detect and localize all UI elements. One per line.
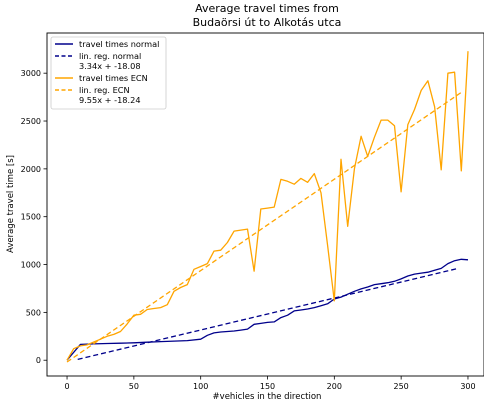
ecn-travel-times-line: [66, 51, 469, 361]
legend-label: 3.34x + -18.08: [79, 61, 141, 71]
series-layer: [66, 51, 469, 363]
legend: travel times normal lin. reg. normal3.34x…: [50, 36, 167, 110]
y-tick-label: 1500: [21, 213, 41, 222]
x-tick-label: 300: [460, 382, 475, 391]
y-axis-ticks: 0 500 1000 1500 2000 2500 3000: [21, 69, 47, 365]
legend-label: travel times ECN: [79, 73, 148, 83]
x-tick-label: 50: [129, 382, 139, 391]
legend-frame: [50, 36, 167, 110]
legend-travel-times-ecn: travel times ECN: [55, 73, 148, 83]
legend-label: lin. reg. ECN: [79, 85, 130, 95]
normal-travel-times-line: [66, 258, 469, 361]
y-tick-label: 2000: [21, 165, 41, 174]
y-tick-label: 3000: [21, 69, 41, 78]
x-tick-label: 200: [327, 382, 342, 391]
legend-label: 9.55x + -18.24: [79, 95, 141, 105]
y-tick-label: 1000: [21, 261, 41, 270]
normal-regression-line: [77, 267, 458, 361]
legend-travel-times-normal: travel times normal: [55, 39, 159, 49]
x-axis-label: #vehicles in the direction: [213, 392, 322, 402]
y-tick-label: 2500: [21, 117, 41, 126]
y-tick-label: 500: [26, 308, 41, 317]
legend-label: lin. reg. normal: [79, 51, 141, 61]
x-tick-label: 250: [394, 382, 409, 391]
chart-title-line-2: Budaörsi út to Alkotás utca: [193, 16, 342, 29]
y-tick-label: 0: [36, 356, 41, 365]
legend-label: travel times normal: [79, 39, 159, 49]
x-axis-ticks: 0 50 100 150 200 250 300: [64, 376, 476, 391]
chart-title-line-1: Average travel times from: [195, 2, 339, 15]
ecn-regression-line: [66, 91, 462, 363]
plot-frame: [46, 32, 484, 377]
x-tick-label: 150: [260, 382, 275, 391]
x-tick-label: 0: [64, 382, 69, 391]
x-tick-label: 100: [193, 382, 208, 391]
y-axis-label: Average travel time [s]: [6, 155, 16, 253]
